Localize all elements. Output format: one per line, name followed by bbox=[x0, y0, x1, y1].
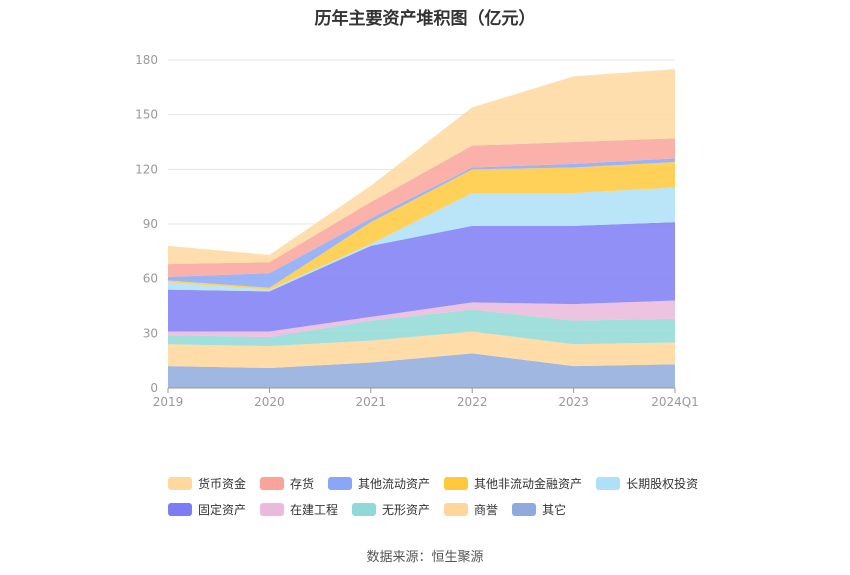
y-tick-label: 180 bbox=[135, 53, 158, 67]
chart-legend: 货币资金 存货 其他流动资产 其他非流动金融资产 长期股权投资固定资产 在建工程 无形资产 商… bbox=[168, 474, 728, 526]
x-tick-label: 2020 bbox=[254, 395, 285, 409]
chart-title: 历年主要资产堆积图（亿元） bbox=[314, 9, 536, 29]
y-tick-label: 150 bbox=[135, 108, 158, 122]
legend-swatch bbox=[260, 502, 285, 516]
legend-swatch bbox=[260, 476, 285, 490]
legend-swatch bbox=[596, 476, 621, 490]
legend-swatch bbox=[444, 476, 469, 490]
legend-label: 其它 bbox=[542, 502, 567, 517]
legend-label: 固定资产 bbox=[198, 502, 247, 517]
data-source: 数据来源：恒生聚源 bbox=[366, 550, 484, 565]
legend-label: 存货 bbox=[290, 476, 315, 491]
legend-swatch bbox=[512, 502, 537, 516]
legend-swatch bbox=[352, 502, 377, 516]
legend-label: 无形资产 bbox=[382, 502, 431, 517]
area-series-固定资产 bbox=[168, 222, 675, 332]
legend-label: 其他流动资产 bbox=[358, 476, 431, 491]
x-tick-label: 2021 bbox=[356, 395, 387, 409]
legend-item[interactable]: 存货 bbox=[260, 474, 314, 492]
area-series-商誉 bbox=[168, 331, 675, 368]
y-tick-label: 90 bbox=[143, 217, 158, 231]
legend-item[interactable]: 其他非流动金融资产 bbox=[444, 474, 582, 492]
legend-item[interactable]: 在建工程 bbox=[260, 500, 338, 518]
area-series-其他非流动金融资产 bbox=[168, 162, 675, 290]
legend-item[interactable]: 商誉 bbox=[444, 500, 498, 518]
legend-item[interactable]: 无形资产 bbox=[352, 500, 430, 518]
y-tick-label: 0 bbox=[150, 381, 158, 395]
legend-swatch bbox=[328, 476, 353, 490]
y-tick-label: 120 bbox=[135, 162, 158, 176]
area-series-无形资产 bbox=[168, 309, 675, 347]
legend-swatch bbox=[168, 502, 192, 516]
x-tick-label: 2019 bbox=[153, 395, 184, 409]
legend-label: 货币资金 bbox=[198, 476, 247, 491]
y-tick-label: 60 bbox=[143, 272, 158, 286]
legend-item[interactable]: 其他流动资产 bbox=[328, 474, 430, 492]
x-tick-label: 2022 bbox=[457, 395, 488, 409]
area-series-货币资金 bbox=[168, 69, 675, 265]
legend-swatch bbox=[444, 502, 469, 516]
y-tick-label: 30 bbox=[143, 326, 158, 340]
x-tick-label: 2023 bbox=[558, 395, 589, 409]
legend-item[interactable]: 其它 bbox=[512, 500, 566, 518]
area-series-在建工程 bbox=[168, 300, 675, 337]
legend-item[interactable]: 固定资产 bbox=[168, 500, 246, 518]
legend-label: 在建工程 bbox=[290, 502, 339, 517]
legend-item[interactable]: 长期股权投资 bbox=[596, 474, 698, 492]
legend-swatch bbox=[168, 476, 192, 490]
legend-row: 货币资金 存货 其他流动资产 其他非流动金融资产 长期股权投资 bbox=[168, 474, 728, 492]
legend-label: 其他非流动金融资产 bbox=[474, 476, 583, 491]
area-series-长期股权投资 bbox=[168, 187, 675, 292]
x-tick-label: 2024Q1 bbox=[651, 395, 699, 409]
legend-item[interactable]: 货币资金 bbox=[168, 474, 246, 492]
legend-label: 长期股权投资 bbox=[626, 476, 699, 491]
legend-label: 商誉 bbox=[474, 502, 499, 517]
area-series-其它 bbox=[168, 353, 675, 388]
legend-row: 固定资产 在建工程 无形资产 商誉 其它 bbox=[168, 500, 728, 518]
area-series-存货 bbox=[168, 138, 675, 277]
